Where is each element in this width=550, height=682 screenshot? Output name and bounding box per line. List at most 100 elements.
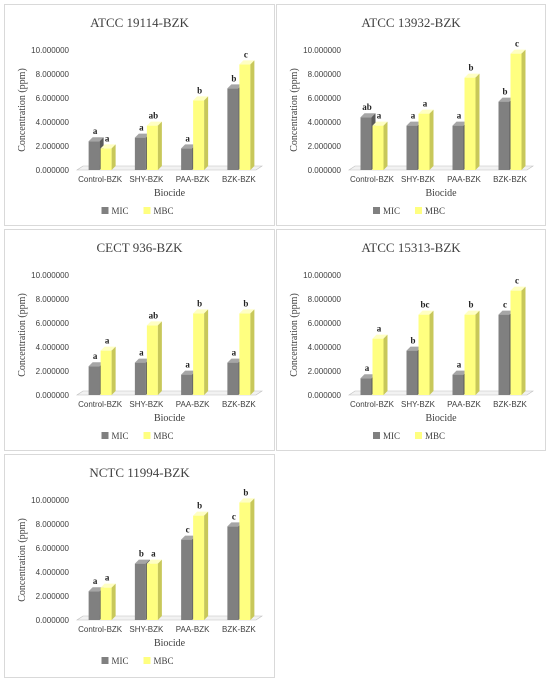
y-tick-label: 6.000000 [36,544,70,553]
bar-front [100,350,112,395]
chart-panel-atcc-15313: ATCC 15313-BZK 0.000000 2.000000 4.000000 6.… [276,229,546,451]
bar-top [181,144,197,149]
bar-front [372,338,384,395]
significance-label: b [468,300,473,310]
x-tick-label: SHY-BZK [401,400,436,409]
legend-label-mic: MIC [112,431,129,441]
significance-label: ab [362,102,372,112]
chart-title: NCTC 11994-BZK [89,465,190,480]
legend-swatch-mbc [143,432,151,439]
y-tick-label: 0.000000 [36,391,70,400]
bar-top [193,309,209,314]
bar-top [146,321,162,326]
x-axis-label: Biocide [425,413,457,424]
chart-svg: ATCC 15313-BZK 0.000000 2.000000 4.000000 6.… [289,240,534,441]
bar-mbc-paa-bzk [193,309,209,395]
significance-label: a [105,573,110,583]
bar-front [406,350,418,395]
bar-top [88,587,104,592]
significance-label: c [515,276,519,286]
significance-label: a [105,336,110,346]
significance-label: c [186,525,190,535]
y-axis-label: Concentration (ppm) [17,68,28,152]
bar-side [383,121,388,170]
bar-top [498,310,514,315]
bar-front [193,100,205,170]
x-axis-label: Biocide [425,188,457,199]
legend-label-mbc: MBC [154,431,174,441]
bar-side [429,310,434,395]
legend-swatch-mic [373,432,380,439]
bar-mbc-paa-bzk [464,73,480,170]
x-tick-label: Control-BZK [78,400,123,409]
y-tick-label: 10.000000 [303,271,341,280]
bar-mbc-shy-bzk [418,109,434,170]
bar-front [88,141,100,170]
bar-side [111,144,116,170]
bar-mbc-shy-bzk [418,310,434,395]
y-tick-label: 6.000000 [308,94,342,103]
significance-label: a [457,111,462,121]
significance-label: a [139,123,144,133]
bar-mbc-control-bzk [100,346,116,395]
bar-front [146,563,158,620]
bar-side [204,96,209,170]
significance-label: ab [149,111,159,121]
y-tick-label: 0.000000 [36,616,70,625]
bar-top [452,121,468,126]
significance-label: c [232,511,236,521]
bar-front [227,362,239,395]
chart-svg: CECT 936-BZK 0.000000 2.000000 4.000000 6.00… [17,240,263,441]
bar-top [239,498,255,503]
significance-label: a [457,360,462,370]
bar-front [134,137,146,170]
y-tick-label: 2.000000 [36,592,70,601]
significance-label: a [185,360,190,370]
bar-side [157,121,162,170]
bar-mbc-shy-bzk [146,121,162,170]
bar-mbc-control-bzk [100,583,116,620]
bar-top [372,121,388,126]
bar-side [250,309,255,395]
chart-title: ATCC 19114-BZK [90,15,189,30]
significance-label: b [197,501,202,511]
x-tick-label: SHY-BZK [129,175,164,184]
bar-front [181,539,193,620]
bar-front [452,374,464,395]
bar-top [193,511,209,516]
bar-top [510,286,526,291]
bar-front [134,362,146,395]
bar-top [100,346,116,351]
bar-top [464,73,480,78]
y-tick-label: 2.000000 [36,142,70,151]
legend-swatch-mbc [415,207,422,214]
y-tick-label: 8.000000 [308,295,342,304]
significance-label: a [365,363,370,373]
bar-top [227,522,243,527]
y-tick-label: 6.000000 [308,319,342,328]
x-tick-label: BZK-BZK [222,175,256,184]
significance-label: a [139,348,144,358]
x-tick-label: BZK-BZK [493,175,527,184]
y-tick-label: 10.000000 [31,271,69,280]
bar-top [100,583,116,588]
x-tick-label: PAA-BZK [176,175,210,184]
chart-svg: ATCC 13932-BZK 0.000000 2.000000 4.000000 6.… [289,15,534,216]
bar-top [510,49,526,54]
x-tick-label: SHY-BZK [129,400,164,409]
legend-swatch-mbc [143,657,151,664]
bar-side [475,310,480,395]
bar-side [157,559,162,620]
y-tick-label: 2.000000 [36,367,70,376]
bar-side [383,334,388,395]
bar-front [360,378,372,395]
bar-top [227,358,243,363]
bar-front [227,526,239,620]
bar-mbc-bzk-bzk [239,498,255,620]
legend-swatch-mic [101,432,109,439]
bar-front [464,314,476,395]
bar-top [360,113,376,118]
significance-label: a [377,324,382,334]
legend-label-mbc: MBC [154,656,174,666]
y-tick-label: 4.000000 [36,118,70,127]
